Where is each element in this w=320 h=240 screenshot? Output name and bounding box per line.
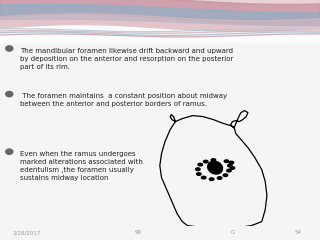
Text: 2/28/2017: 2/28/2017 xyxy=(13,230,41,235)
Ellipse shape xyxy=(230,167,235,169)
Text: G: G xyxy=(230,230,235,235)
Text: Even when the ramus undergoes
marked alterations associated with
edentulism ,the: Even when the ramus undergoes marked alt… xyxy=(20,151,143,181)
Ellipse shape xyxy=(229,161,234,164)
Text: The mandibular foramen likewise drift backward and upward
by deposition on the a: The mandibular foramen likewise drift ba… xyxy=(20,48,233,70)
Circle shape xyxy=(6,91,13,97)
Ellipse shape xyxy=(198,163,203,166)
Ellipse shape xyxy=(228,164,232,167)
Circle shape xyxy=(6,149,13,154)
Text: The foramen maintains  a constant position about midway
between the anterior and: The foramen maintains a constant positio… xyxy=(20,93,227,107)
Ellipse shape xyxy=(208,161,222,174)
Ellipse shape xyxy=(223,174,228,176)
Ellipse shape xyxy=(204,160,208,163)
Text: 54: 54 xyxy=(294,230,301,235)
Ellipse shape xyxy=(227,169,231,172)
Ellipse shape xyxy=(224,160,229,162)
Ellipse shape xyxy=(196,168,200,170)
Ellipse shape xyxy=(202,176,206,179)
Text: MANDIBULAR FORAMEN: MANDIBULAR FORAMEN xyxy=(11,12,170,25)
Ellipse shape xyxy=(217,177,222,179)
Ellipse shape xyxy=(211,159,216,161)
Circle shape xyxy=(6,46,13,51)
Ellipse shape xyxy=(196,173,201,175)
Ellipse shape xyxy=(209,178,214,180)
Text: 99: 99 xyxy=(134,230,141,235)
